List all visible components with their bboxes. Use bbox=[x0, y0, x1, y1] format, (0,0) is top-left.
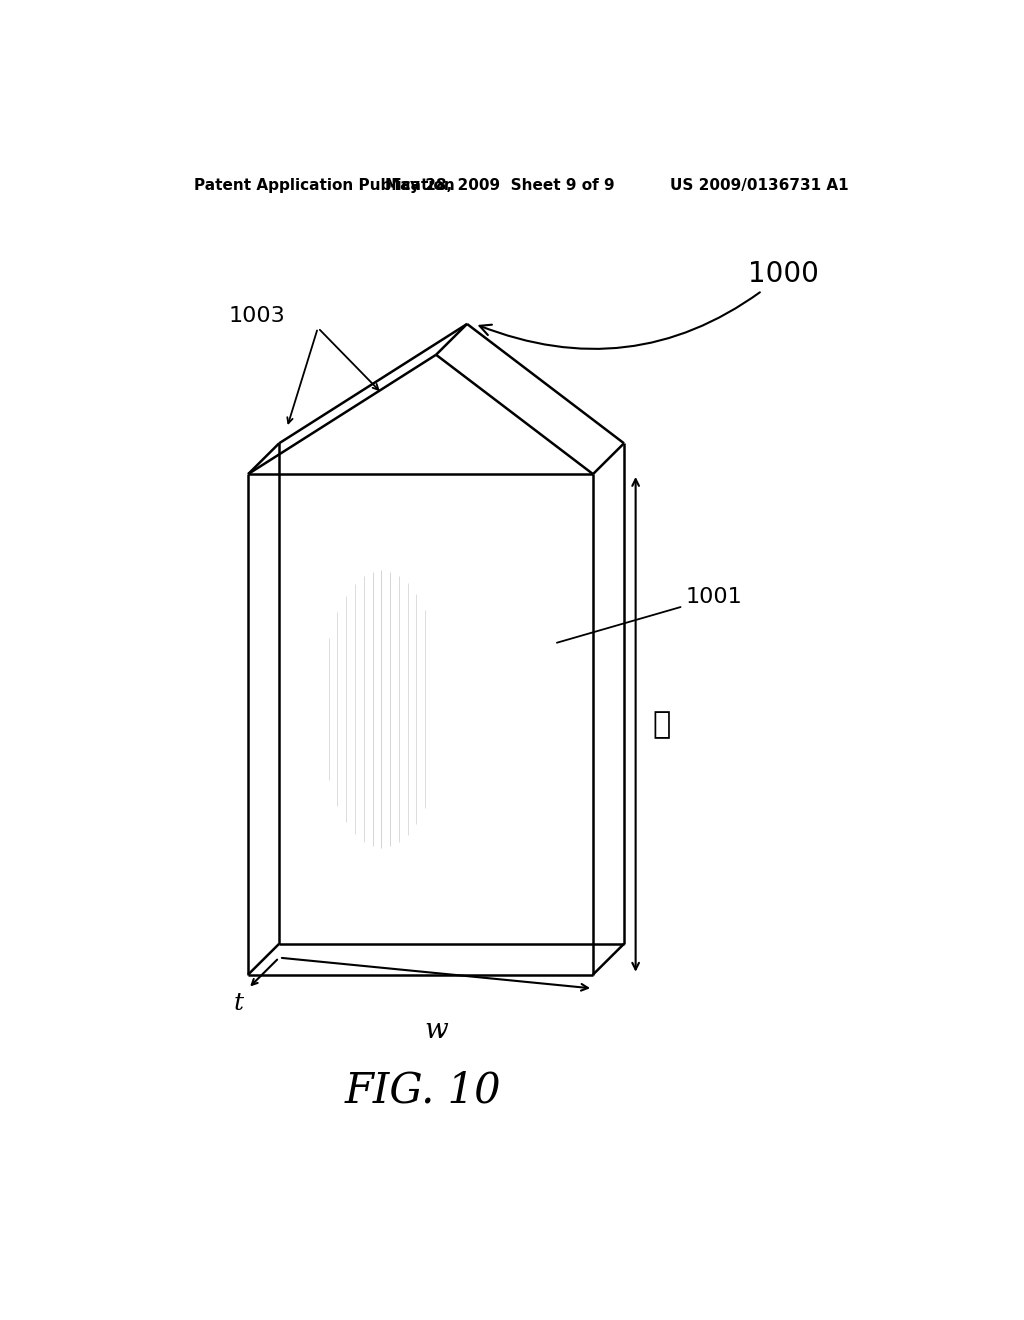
Text: w: w bbox=[424, 1016, 447, 1044]
Text: 1003: 1003 bbox=[228, 306, 286, 326]
Text: 1000: 1000 bbox=[479, 260, 819, 348]
Text: May 28, 2009  Sheet 9 of 9: May 28, 2009 Sheet 9 of 9 bbox=[385, 178, 614, 193]
Text: US 2009/0136731 A1: US 2009/0136731 A1 bbox=[670, 178, 849, 193]
Text: t: t bbox=[233, 991, 244, 1015]
Text: FIG. 10: FIG. 10 bbox=[344, 1069, 501, 1111]
Text: Patent Application Publication: Patent Application Publication bbox=[194, 178, 455, 193]
Text: ℓ: ℓ bbox=[652, 709, 671, 739]
Text: 1001: 1001 bbox=[557, 587, 742, 643]
